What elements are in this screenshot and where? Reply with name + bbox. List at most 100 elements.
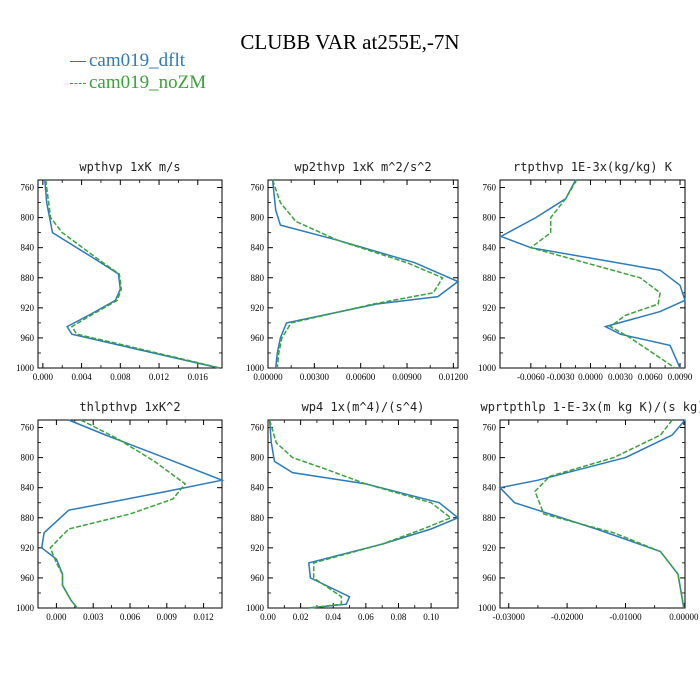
legend-item-nozm: cam019_noZM xyxy=(70,72,206,94)
x-tick-label: 0.00000 xyxy=(253,372,283,382)
legend-line-swatch xyxy=(70,83,86,85)
x-tick-label: 0.08 xyxy=(391,612,407,622)
series-line-nozm xyxy=(534,419,685,609)
y-tick-label: 1000 xyxy=(478,363,497,373)
x-tick-label: 0.0060 xyxy=(638,372,663,382)
x-tick-label: 0.006 xyxy=(120,612,141,622)
y-tick-label: 800 xyxy=(251,453,265,463)
series-line-nozm xyxy=(271,179,444,369)
x-tick-label: 0.009 xyxy=(157,612,178,622)
series-line-nozm xyxy=(529,179,676,369)
y-tick-label: 880 xyxy=(251,513,265,523)
panel-title: wpthvp 1xK m/s xyxy=(79,160,180,174)
y-tick-label: 840 xyxy=(251,483,265,493)
x-tick-label: -0.02000 xyxy=(551,612,584,622)
y-tick-label: 960 xyxy=(21,573,35,583)
y-tick-label: 800 xyxy=(483,213,497,223)
panel-title: rtpthvp 1E-3x(kg/kg) K xyxy=(513,160,673,174)
y-tick-label: 960 xyxy=(483,573,497,583)
x-tick-label: 0.0030 xyxy=(608,372,633,382)
y-tick-label: 840 xyxy=(21,483,35,493)
x-tick-label: 0.008 xyxy=(110,372,131,382)
x-tick-label: 0.00900 xyxy=(392,372,422,382)
y-tick-label: 1000 xyxy=(246,363,265,373)
y-tick-label: 800 xyxy=(21,453,35,463)
y-tick-label: 960 xyxy=(251,573,265,583)
x-tick-label: 0.04 xyxy=(325,612,341,622)
y-tick-label: 920 xyxy=(483,543,497,553)
x-tick-label: 0.000 xyxy=(33,372,54,382)
y-tick-label: 800 xyxy=(251,213,265,223)
y-tick-label: 920 xyxy=(251,303,265,313)
legend-line-swatch xyxy=(70,61,86,63)
x-tick-label: -0.0060 xyxy=(517,372,545,382)
y-tick-label: 760 xyxy=(483,423,497,433)
x-tick-label: 0.01200 xyxy=(439,372,469,382)
y-tick-label: 880 xyxy=(251,273,265,283)
y-tick-label: 760 xyxy=(251,423,265,433)
y-tick-label: 880 xyxy=(483,513,497,523)
series-line-dflt xyxy=(271,179,460,369)
y-tick-label: 840 xyxy=(483,243,497,253)
y-tick-label: 880 xyxy=(21,513,35,523)
x-tick-label: 0.000 xyxy=(46,612,67,622)
plot-frame xyxy=(267,419,459,609)
x-tick-label: 0.00600 xyxy=(346,372,376,382)
y-tick-label: 1000 xyxy=(246,603,265,613)
y-tick-label: 880 xyxy=(483,273,497,283)
legend-label: cam019_dflt xyxy=(89,50,186,71)
x-tick-label: 0.004 xyxy=(71,372,92,382)
y-tick-label: 840 xyxy=(251,243,265,253)
series-line-nozm xyxy=(268,419,453,609)
legend-label: cam019_noZM xyxy=(89,72,207,93)
panel-title: thlpthvp 1xK^2 xyxy=(79,400,180,414)
y-tick-label: 920 xyxy=(483,303,497,313)
y-tick-label: 760 xyxy=(21,423,35,433)
x-tick-label: 0.0000 xyxy=(578,372,603,382)
y-tick-label: 960 xyxy=(251,333,265,343)
x-tick-label: 0.012 xyxy=(149,372,169,382)
y-tick-label: 920 xyxy=(21,543,35,553)
x-tick-label: 0.10 xyxy=(423,612,439,622)
x-tick-label: 0.06 xyxy=(358,612,374,622)
y-tick-label: 1000 xyxy=(16,363,35,373)
series-line-dflt xyxy=(44,179,220,369)
x-tick-label: -0.03000 xyxy=(493,612,526,622)
series-line-dflt xyxy=(498,419,686,609)
x-tick-label: 0.0090 xyxy=(668,372,693,382)
x-tick-label: 0.00300 xyxy=(300,372,330,382)
x-tick-label: 0.00 xyxy=(260,612,276,622)
y-tick-label: 760 xyxy=(483,183,497,193)
y-tick-label: 920 xyxy=(21,303,35,313)
y-tick-label: 800 xyxy=(21,213,35,223)
y-tick-label: 1000 xyxy=(478,603,497,613)
plot-frame xyxy=(37,179,223,369)
y-tick-label: 960 xyxy=(21,333,35,343)
x-tick-label: 0.00000 xyxy=(669,612,699,622)
panel-title: wprtpthlp 1-E-3x(m kg K)/(s kg) xyxy=(481,400,700,414)
series-line-dflt xyxy=(499,179,686,369)
panel-title: wp2thvp 1xK m^2/s^2 xyxy=(294,160,431,174)
y-tick-label: 880 xyxy=(21,273,35,283)
series-line-nozm xyxy=(49,419,187,609)
plot-frame xyxy=(267,179,459,369)
y-tick-label: 920 xyxy=(251,543,265,553)
x-tick-label: 0.012 xyxy=(193,612,213,622)
x-tick-label: 0.02 xyxy=(293,612,309,622)
panel-title: wp4 1x(m^4)/(s^4) xyxy=(302,400,425,414)
legend-item-dflt: cam019_dflt xyxy=(70,50,185,72)
x-tick-label: 0.016 xyxy=(188,372,209,382)
y-tick-label: 760 xyxy=(21,183,35,193)
y-tick-label: 840 xyxy=(483,483,497,493)
series-line-dflt xyxy=(268,419,460,609)
y-tick-label: 760 xyxy=(251,183,265,193)
plot-frame xyxy=(499,179,686,369)
y-tick-label: 840 xyxy=(21,243,35,253)
y-tick-label: 800 xyxy=(483,453,497,463)
y-tick-label: 1000 xyxy=(16,603,35,613)
figure-title: CLUBB VAR at255E,-7N xyxy=(240,30,460,54)
x-tick-label: -0.01000 xyxy=(609,612,642,622)
plot-frame xyxy=(499,419,686,609)
y-tick-label: 960 xyxy=(483,333,497,343)
